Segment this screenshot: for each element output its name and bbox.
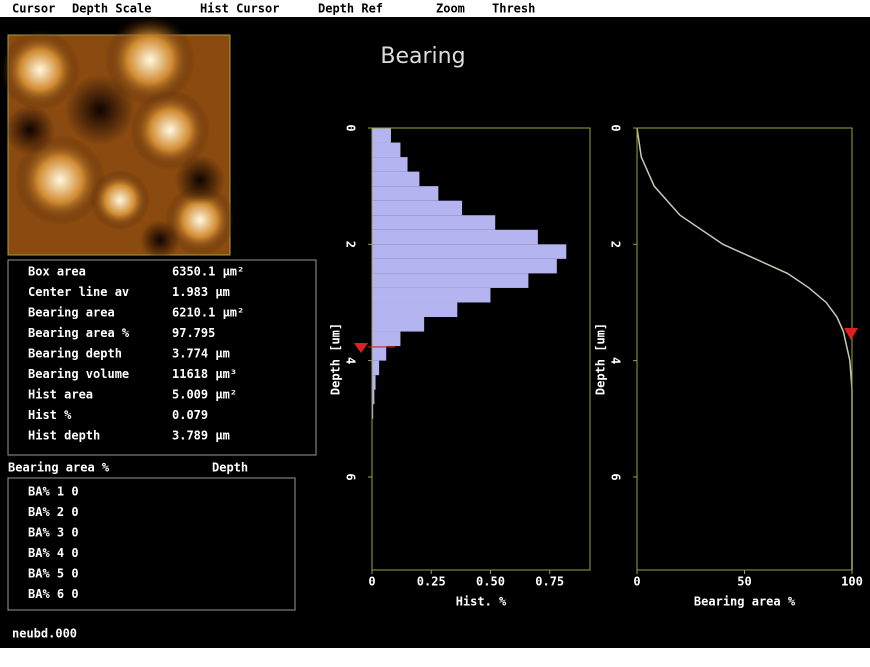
image-thumbnail <box>0 15 235 260</box>
x-tick-label: 50 <box>737 575 751 589</box>
status-item: Scale: Full <box>498 651 577 665</box>
stat-value: 5.009 µm² <box>172 388 237 402</box>
menu-item[interactable]: Hist Cursor <box>200 2 279 16</box>
stat-label: Hist depth <box>28 429 100 443</box>
cursor-marker <box>354 343 368 353</box>
hist-bar <box>372 128 391 143</box>
menu-item[interactable]: Depth Ref <box>318 2 383 16</box>
x-axis-label: Hist. % <box>456 595 507 609</box>
hist-bar <box>372 302 458 318</box>
bearing-curve <box>636 127 853 570</box>
hist-bar <box>372 375 376 390</box>
list-row: BA% 1 0 <box>28 485 79 499</box>
list-row: BA% 4 0 <box>28 546 79 560</box>
stat-label: Hist % <box>28 408 72 422</box>
y-tick-label: 2 <box>344 241 358 248</box>
stat-value: 1.983 µm <box>172 285 230 299</box>
x-tick-label: 0.75 <box>535 575 564 589</box>
y-axis-label: Depth [um] <box>329 323 343 395</box>
stat-value: 0.079 <box>172 408 208 422</box>
stat-label: Bearing area % <box>28 326 130 340</box>
status-item: Ref: Peak <box>336 651 402 665</box>
x-tick-label: 0.25 <box>417 575 446 589</box>
status-item: Cursor: Box <box>10 651 89 665</box>
menu-item[interactable]: Thresh <box>492 2 535 16</box>
filename: neubd.000 <box>12 627 77 641</box>
hist-bar <box>372 317 425 332</box>
stat-value: 11618 µm³ <box>172 367 237 381</box>
hist-bar <box>372 142 401 158</box>
menu-item[interactable]: Zoom <box>436 2 465 16</box>
plot-frame <box>636 127 853 571</box>
stats-box <box>7 259 317 456</box>
hist-bar <box>372 258 557 274</box>
y-tick-label: 4 <box>344 357 358 364</box>
stat-label: Center line av <box>28 285 129 299</box>
x-tick-label: 100 <box>841 575 863 589</box>
stat-value: 6350.1 µm² <box>172 265 244 279</box>
hist-bar <box>372 360 380 376</box>
stat-label: Bearing volume <box>28 367 129 381</box>
y-tick-label: 2 <box>609 241 623 248</box>
hist-bar <box>372 273 529 288</box>
hist-bar <box>372 331 401 347</box>
stat-value: 3.774 µm <box>172 347 230 361</box>
list-header: Bearing area % <box>8 461 110 475</box>
hist-bar <box>372 171 420 187</box>
x-tick-label: 0.50 <box>476 575 505 589</box>
status-bar <box>0 648 870 667</box>
stat-value: 3.789 µm <box>172 429 230 443</box>
title: Bearing <box>380 44 465 69</box>
y-tick-label: 0 <box>609 124 623 131</box>
stat-value: 6210.1 µm² <box>172 306 244 320</box>
stat-label: Hist area <box>28 388 93 402</box>
hist-bar <box>372 215 496 230</box>
list-row: BA% 3 0 <box>28 526 79 540</box>
plot-frame <box>371 127 591 571</box>
hist-bar <box>372 244 567 259</box>
y-tick-label: 6 <box>344 473 358 480</box>
y-axis-label: Depth [um] <box>594 323 608 395</box>
list-header: Depth <box>212 461 248 475</box>
menu-item[interactable]: Cursor <box>12 2 55 16</box>
stat-value: 97.795 <box>172 326 215 340</box>
x-tick-label: 0 <box>368 575 375 589</box>
y-tick-label: 0 <box>344 124 358 131</box>
hist-bar <box>372 287 491 303</box>
menu-item[interactable]: Depth Scale <box>72 2 151 16</box>
x-axis-label: Bearing area % <box>694 595 796 609</box>
x-tick-label: 0 <box>633 575 640 589</box>
hist-bar <box>372 404 374 419</box>
stat-label: Bearing area <box>28 306 115 320</box>
y-tick-label: 4 <box>609 357 623 364</box>
list-box <box>7 477 296 611</box>
list-row: BA% 6 0 <box>28 587 79 601</box>
menu-bg <box>0 0 870 17</box>
hist-bar <box>372 157 408 172</box>
list-row: BA% 5 0 <box>28 567 79 581</box>
hist-bar <box>372 200 463 216</box>
stat-label: Bearing depth <box>28 347 122 361</box>
list-row: BA% 2 0 <box>28 505 79 519</box>
hist-bar <box>372 389 375 405</box>
y-tick-label: 6 <box>609 473 623 480</box>
hist-bar <box>372 346 387 361</box>
hist-bar <box>372 186 439 201</box>
stat-label: Box area <box>28 265 86 279</box>
hist-bar <box>372 229 538 245</box>
status-item: Depth: Auto <box>174 651 253 665</box>
menu-bar: Cursor Depth Scale Hist Cursor Depth Ref Zoo… <box>0 0 870 17</box>
cursor-marker <box>844 328 858 340</box>
